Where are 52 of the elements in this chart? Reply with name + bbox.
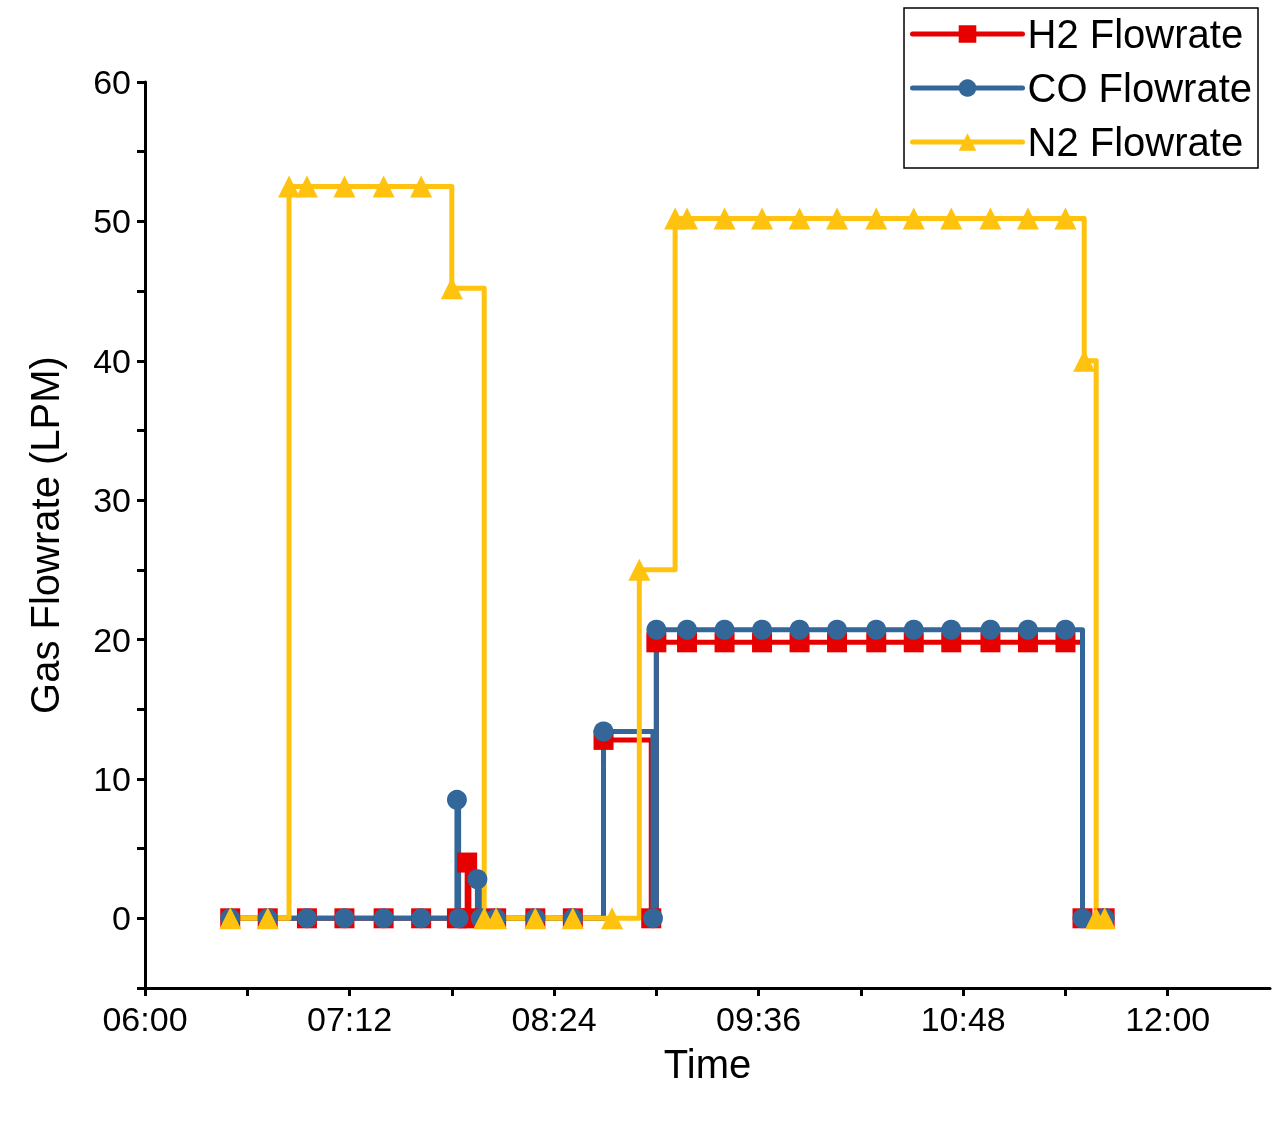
point xyxy=(593,721,614,742)
y-tick-label: 0 xyxy=(112,899,131,938)
point xyxy=(467,869,488,890)
point xyxy=(788,207,811,230)
point xyxy=(902,207,925,230)
point xyxy=(713,207,736,230)
point xyxy=(372,175,395,198)
point xyxy=(646,619,667,640)
point xyxy=(903,619,924,640)
point xyxy=(752,619,773,640)
point xyxy=(826,207,849,230)
point xyxy=(940,207,963,230)
point xyxy=(446,789,467,810)
point xyxy=(1054,207,1077,230)
y-tick-label: 20 xyxy=(93,620,131,659)
point xyxy=(628,558,651,581)
point xyxy=(295,175,318,198)
y-tick-label: 10 xyxy=(93,759,131,798)
y-tick-label: 50 xyxy=(93,202,131,241)
point xyxy=(676,207,699,230)
y-axis-title: Gas Flowrate (LPM) xyxy=(23,356,67,714)
point xyxy=(410,175,433,198)
point xyxy=(866,619,887,640)
x-tick-label: 10:48 xyxy=(920,1000,1006,1038)
point xyxy=(1055,619,1076,640)
point xyxy=(827,619,848,640)
y-tick-label: 30 xyxy=(93,481,131,520)
point xyxy=(457,852,478,873)
legend-label: H2 Flowrate xyxy=(1027,12,1244,56)
point xyxy=(789,619,810,640)
point xyxy=(941,619,962,640)
legend-label: CO Flowrate xyxy=(1027,66,1253,110)
point xyxy=(1017,619,1038,640)
x-tick-label: 07:12 xyxy=(307,1000,393,1038)
point xyxy=(677,619,698,640)
point xyxy=(1016,207,1039,230)
point xyxy=(714,619,735,640)
y-tick-label: 60 xyxy=(93,63,131,101)
point xyxy=(333,175,356,198)
x-tick-label: 06:00 xyxy=(102,1000,188,1038)
point xyxy=(980,619,1001,640)
x-tick-label: 09:36 xyxy=(716,1000,802,1038)
x-tick-label: 12:00 xyxy=(1125,1000,1211,1038)
point xyxy=(751,207,774,230)
legend-label: N2 Flowrate xyxy=(1027,120,1244,164)
x-tick-label: 08:24 xyxy=(511,1000,597,1038)
point xyxy=(278,175,301,198)
point xyxy=(601,907,624,930)
point xyxy=(865,207,888,230)
x-axis-title: Time xyxy=(663,1042,752,1086)
y-tick-label: 40 xyxy=(93,341,131,380)
point xyxy=(979,207,1002,230)
